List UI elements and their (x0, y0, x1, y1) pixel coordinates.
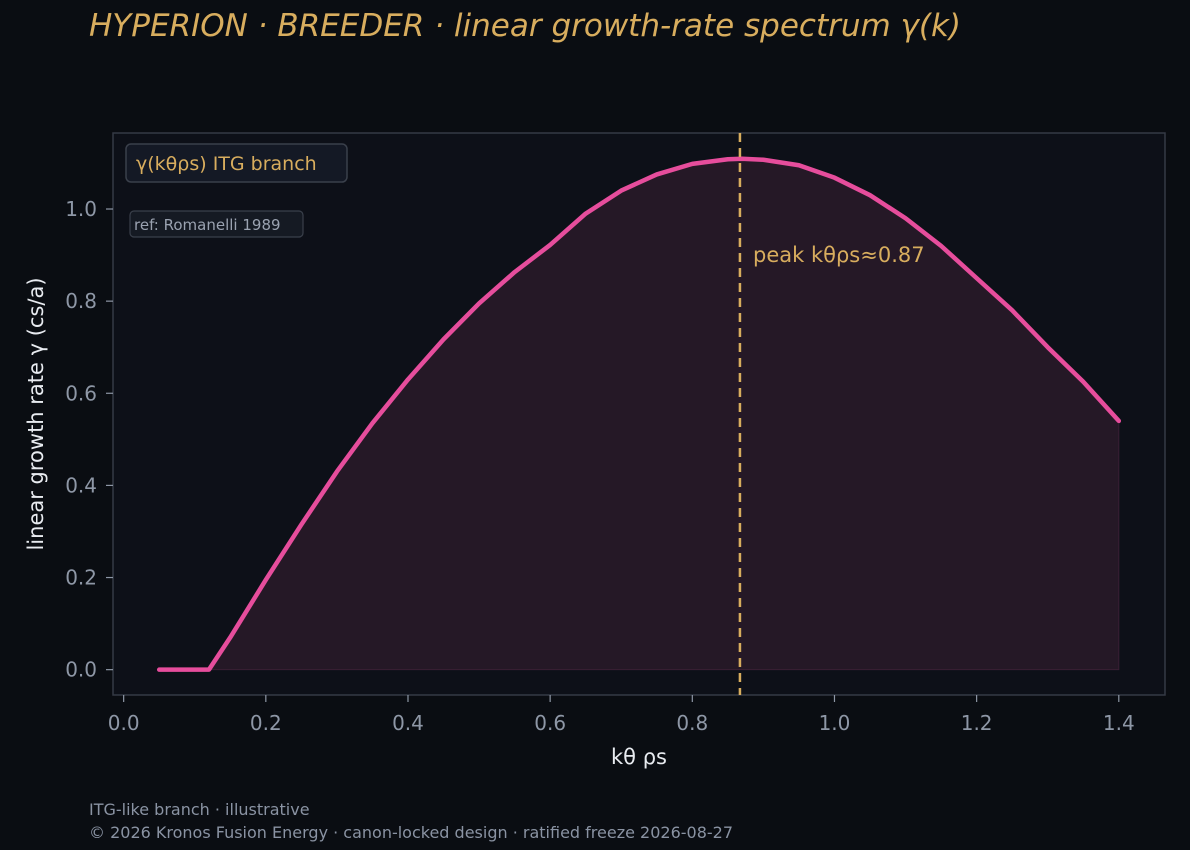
growth-rate-curve (156, 156, 1122, 672)
x-tick-label: 0.0 (108, 711, 140, 735)
plot-content (156, 133, 1122, 695)
legend-series-label: γ(kθρs) ITG branch (136, 153, 317, 175)
legend-box (125, 143, 348, 183)
reference-box (129, 210, 304, 238)
reference-note: ref: Romanelli 1989 (129, 210, 304, 238)
footer-note: ITG-like branch · illustrative (89, 800, 310, 819)
y-tick-label: 0.6 (65, 381, 97, 405)
x-tick-label: 1.2 (961, 711, 993, 735)
x-tick-label: 0.6 (534, 711, 566, 735)
chart-title: HYPERION · BREEDER · linear growth-rate … (89, 8, 962, 44)
reference-label: ref: Romanelli 1989 (134, 216, 281, 234)
y-axis-label: linear growth rate γ (cs/a) (24, 277, 48, 550)
x-tick-label: 1.0 (819, 711, 851, 735)
y-tick-label: 0.0 (65, 658, 97, 682)
axes-ticks: 0.0 0.2 0.4 0.6 0.8 1.0 1.2 1.4 0.0 0.2 0.4 0.6 0.8 1… (65, 197, 1135, 735)
footer-copyright: © 2026 Kronos Fusion Energy · canon-lock… (89, 823, 734, 842)
x-tick-label: 0.2 (250, 711, 282, 735)
x-tick-label: 0.4 (392, 711, 424, 735)
y-tick-label: 0.4 (65, 473, 97, 497)
peak-annotation: peak kθρs≈0.87 (753, 243, 925, 267)
legend: γ(kθρs) ITG branch (125, 143, 348, 183)
y-tick-label: 0.8 (65, 289, 97, 313)
y-tick-label: 1.0 (65, 197, 97, 221)
x-axis-label: kθ ρs (611, 745, 667, 769)
y-tick-label: 0.2 (65, 566, 97, 590)
x-tick-label: 0.8 (676, 711, 708, 735)
x-tick-label: 1.4 (1103, 711, 1135, 735)
